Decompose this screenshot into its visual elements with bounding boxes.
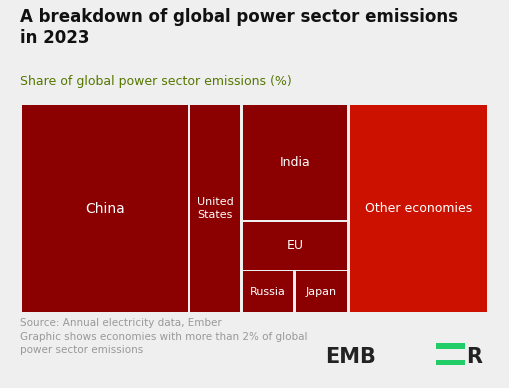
Text: R: R bbox=[466, 347, 482, 367]
Text: Other economies: Other economies bbox=[365, 202, 472, 215]
Text: India: India bbox=[279, 156, 310, 170]
Bar bbox=[243, 222, 347, 270]
Bar bbox=[190, 106, 240, 312]
Text: A breakdown of global power sector emissions
in 2023: A breakdown of global power sector emiss… bbox=[20, 8, 459, 47]
Text: China: China bbox=[85, 201, 125, 216]
Bar bbox=[243, 106, 347, 220]
Bar bbox=[436, 360, 465, 365]
Bar bbox=[296, 272, 347, 312]
Bar bbox=[243, 272, 293, 312]
Text: Japan: Japan bbox=[306, 287, 337, 296]
Bar bbox=[436, 343, 465, 349]
Text: EMB: EMB bbox=[325, 347, 376, 367]
Text: United
States: United States bbox=[197, 197, 234, 220]
Text: Russia: Russia bbox=[250, 287, 286, 296]
Text: EU: EU bbox=[286, 239, 303, 253]
Text: Source: Annual electricity data, Ember
Graphic shows economies with more than 2%: Source: Annual electricity data, Ember G… bbox=[20, 318, 308, 355]
Text: Share of global power sector emissions (%): Share of global power sector emissions (… bbox=[20, 75, 292, 88]
Bar bbox=[22, 106, 187, 312]
Bar bbox=[350, 106, 487, 312]
